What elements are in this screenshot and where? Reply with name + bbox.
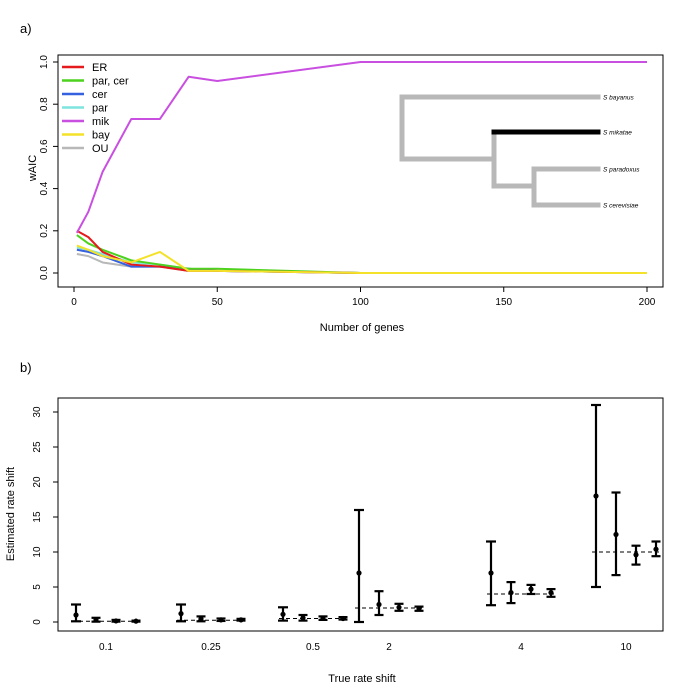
mean-point bbox=[508, 590, 514, 596]
panel-a-label: a) bbox=[20, 21, 32, 36]
y-tick-label: 1.0 bbox=[39, 55, 50, 69]
mean-point bbox=[93, 617, 99, 623]
x-tick-label: 4 bbox=[518, 642, 524, 653]
series-line-bay bbox=[76, 244, 647, 274]
legend-entry: par bbox=[92, 103, 108, 115]
mean-point bbox=[218, 617, 224, 623]
y-tick-label: 15 bbox=[32, 511, 43, 523]
panel-b-y-label: Estimated rate shift bbox=[5, 467, 17, 561]
y-tick-label: 0.2 bbox=[39, 223, 50, 237]
y-tick-label: 10 bbox=[32, 546, 43, 558]
x-tick-label: 10 bbox=[620, 642, 632, 653]
x-tick-label: 2 bbox=[386, 642, 392, 653]
panel-b-chart: 0 5 10 15 20 25 30 0.1 0.25 0.5 2 4 10 True rate sh… bbox=[5, 397, 664, 685]
panel-b-error-bars bbox=[71, 403, 661, 624]
legend-entry: mik bbox=[92, 116, 110, 128]
y-tick-label: 0.0 bbox=[39, 266, 50, 280]
y-tick-label: 0.4 bbox=[39, 181, 50, 195]
series-line-par bbox=[76, 246, 647, 274]
x-tick-label: 200 bbox=[639, 297, 656, 308]
legend-entry: cer bbox=[92, 89, 108, 101]
mean-point bbox=[593, 493, 599, 499]
mean-point bbox=[178, 611, 184, 617]
mean-point bbox=[653, 546, 659, 552]
mean-point bbox=[320, 615, 326, 621]
series-line-ou bbox=[76, 253, 647, 274]
x-tick-label: 100 bbox=[352, 297, 369, 308]
x-tick-label: 150 bbox=[495, 297, 512, 308]
mean-point bbox=[528, 586, 534, 592]
y-tick-label: 0.8 bbox=[39, 97, 50, 111]
y-tick-label: 5 bbox=[32, 584, 43, 590]
x-tick-label: 0 bbox=[71, 297, 77, 308]
series-line-er bbox=[76, 229, 647, 274]
legend-entry: OU bbox=[92, 143, 109, 155]
mean-point bbox=[396, 604, 402, 610]
legend-entry: ER bbox=[92, 62, 107, 74]
y-tick-label: 30 bbox=[32, 406, 43, 418]
series-line-mik bbox=[75, 61, 647, 234]
mean-point bbox=[133, 618, 139, 624]
mean-point bbox=[376, 601, 382, 608]
x-tick-label: 0.5 bbox=[306, 642, 320, 653]
mean-point bbox=[73, 612, 79, 618]
tree-tip-label: S paradoxus bbox=[603, 167, 640, 174]
panel-b-true-value-lines bbox=[72, 551, 660, 622]
x-tick-label: 0.1 bbox=[99, 642, 113, 653]
mean-point bbox=[488, 570, 494, 576]
tree-tip-label: S cerevisiae bbox=[603, 203, 639, 210]
panel-a-x-label: Number of genes bbox=[320, 322, 405, 334]
mean-point bbox=[356, 570, 362, 576]
phylogeny-tree: S bayanus S mikatae S paradoxus S cerevisia… bbox=[399, 94, 640, 210]
legend-entry: bay bbox=[92, 130, 110, 142]
panel-a-y-axis: 0.0 0.2 0.4 0.6 0.8 1.0 bbox=[39, 55, 58, 280]
tree-tip-label: S mikatae bbox=[603, 130, 632, 137]
mean-point bbox=[613, 531, 619, 538]
panel-b-label: b) bbox=[20, 360, 32, 375]
y-tick-label: 0.6 bbox=[39, 139, 50, 153]
mean-point bbox=[548, 590, 554, 596]
panel-a-chart: 0.0 0.2 0.4 0.6 0.8 1.0 0 50 100 150 200 ER par, c… bbox=[27, 54, 664, 334]
mean-point bbox=[340, 615, 346, 622]
y-tick-label: 0 bbox=[32, 619, 43, 625]
panel-a-y-label: wAIC bbox=[27, 155, 39, 182]
tree-tip-label: S bayanus bbox=[603, 95, 634, 102]
panel-b-y-axis: 0 5 10 15 20 25 30 bbox=[32, 406, 58, 625]
mean-point bbox=[238, 617, 244, 623]
panel-a-series bbox=[75, 61, 647, 274]
mean-point bbox=[198, 616, 204, 622]
y-tick-label: 25 bbox=[32, 441, 43, 453]
mean-point bbox=[633, 552, 639, 558]
legend-entry: par, cer bbox=[92, 76, 129, 88]
mean-point bbox=[416, 606, 422, 612]
panel-b-x-axis: 0.1 0.25 0.5 2 4 10 bbox=[99, 642, 632, 653]
panel-b-plot-frame bbox=[57, 397, 664, 632]
mean-point bbox=[300, 615, 306, 621]
panel-b-x-label: True rate shift bbox=[328, 673, 395, 685]
y-tick-label: 20 bbox=[32, 476, 43, 488]
mean-point bbox=[280, 611, 286, 617]
mean-point bbox=[113, 618, 119, 624]
x-tick-label: 0.25 bbox=[201, 642, 221, 653]
x-tick-label: 50 bbox=[212, 297, 224, 308]
panel-a-x-axis: 0 50 100 150 200 bbox=[71, 287, 656, 308]
